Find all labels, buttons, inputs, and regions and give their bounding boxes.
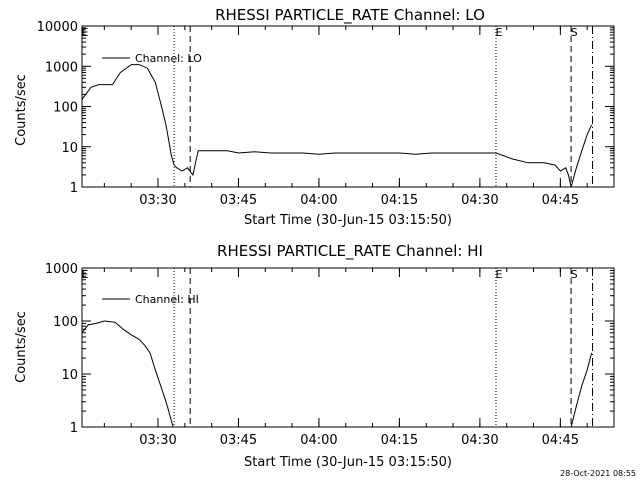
hi-chart-title: RHESSI PARTICLE_RATE Channel: HI — [217, 242, 483, 261]
lo-legend-label: Channel: LO — [135, 52, 202, 65]
lo-x-axis-label: Start Time (30-Jun-15 03:15:50) — [244, 213, 452, 228]
lo-x-tick-label: 04:00 — [300, 193, 337, 208]
hi-x-tick-label: 03:45 — [220, 433, 257, 448]
hi-marker-label: E — [495, 268, 502, 281]
hi-x-tick-label: 04:30 — [461, 433, 498, 448]
hi-x-tick-label: 04:15 — [381, 433, 418, 448]
lo-series-line — [81, 64, 593, 188]
hi-x-axis-label: Start Time (30-Jun-15 03:15:50) — [244, 455, 452, 470]
hi-channel-panel: RHESSI PARTICLE_RATE Channel: HI Counts/… — [14, 242, 615, 470]
lo-y-tick-label: 10000 — [37, 20, 78, 35]
hi-x-tick-label: 04:45 — [542, 433, 579, 448]
hi-legend-label: Channel: HI — [135, 293, 199, 306]
hi-y-tick-label: 1000 — [45, 262, 78, 277]
lo-x-tick-label: 04:30 — [461, 193, 498, 208]
lo-y-axis-label: Counts/sec — [14, 74, 29, 146]
hi-y-tick-label: 1 — [70, 421, 78, 436]
lo-chart-title: RHESSI PARTICLE_RATE Channel: LO — [215, 6, 485, 25]
lo-marker-label: S — [571, 26, 578, 39]
hi-y-tick-label: 100 — [53, 315, 78, 330]
hi-plot-frame — [81, 267, 615, 428]
hi-series-line — [81, 320, 593, 428]
lo-marker-label: E — [495, 26, 502, 39]
lo-x-tick-label: 04:15 — [381, 193, 418, 208]
hi-x-tick-label: 03:30 — [139, 433, 176, 448]
lo-y-tick-label: 1 — [70, 181, 78, 196]
lo-y-tick-label: 100 — [53, 101, 78, 116]
hi-y-tick-label: 10 — [61, 368, 78, 383]
lo-y-tick-label: 1000 — [45, 60, 78, 75]
footer-stamp: 28-Oct-2021 08:55 — [560, 469, 636, 478]
lo-x-tick-label: 04:45 — [542, 193, 579, 208]
lo-y-tick-label: 10 — [61, 141, 78, 156]
hi-marker-label: S — [571, 268, 578, 281]
lo-marker-label: E — [82, 26, 89, 39]
hi-y-axis-label: Counts/sec — [14, 311, 29, 383]
hi-marker-label: E — [82, 268, 89, 281]
lo-x-tick-label: 03:45 — [220, 193, 257, 208]
hi-x-tick-label: 04:00 — [300, 433, 337, 448]
lo-channel-panel: RHESSI PARTICLE_RATE Channel: LO Counts/… — [14, 6, 615, 228]
lo-x-tick-label: 03:30 — [139, 193, 176, 208]
